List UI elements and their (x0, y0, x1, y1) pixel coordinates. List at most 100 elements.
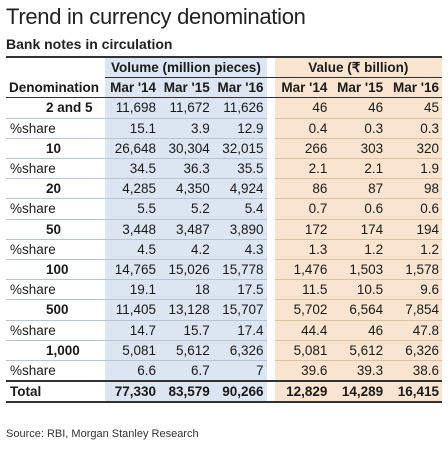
value-cell: 46 (274, 97, 331, 119)
row-label: %share (6, 320, 106, 341)
volume-cell: 26,648 (105, 138, 160, 160)
volume-cell: 7 (212, 360, 267, 382)
value-cell: 320 (386, 138, 442, 160)
volume-cell: 14,765 (105, 259, 160, 281)
volume-col-header: Mar '15 (159, 77, 213, 99)
value-cell: 1,503 (330, 259, 387, 281)
value-cell: 38.6 (386, 360, 442, 382)
value-cell: 39.3 (330, 360, 387, 382)
volume-cell: 17.4 (212, 320, 267, 341)
value-cell: 12,829 (274, 380, 331, 404)
table-body: 2 and 5 11,698 11,672 11,626 46 46 45 %share 15.… (6, 97, 442, 404)
value-cell: 0.7 (274, 198, 331, 220)
value-cell: 303 (330, 138, 387, 160)
value-cell: 194 (386, 219, 442, 240)
denomination-row: 500 11,405 13,128 15,707 5,702 6,564 7,854 (6, 299, 442, 321)
volume-cell: 14.7 (105, 320, 160, 341)
volume-cell: 19.1 (105, 279, 160, 301)
volume-cell: 36.3 (159, 158, 213, 180)
volume-cell: 6,326 (212, 340, 267, 362)
row-label: %share (6, 118, 106, 139)
volume-cell: 11,405 (105, 299, 160, 321)
value-cell: 9.6 (386, 279, 442, 301)
chart-title: Trend in currency denomination (6, 4, 306, 29)
value-col-header: Mar '16 (386, 77, 442, 99)
denomination-table: Volume (million pieces) Value (₹ billion… (6, 56, 442, 404)
value-cell: 0.6 (330, 198, 387, 220)
value-cell: 1.2 (330, 239, 387, 261)
share-row: %share 19.1 18 17.5 11.5 10.5 9.6 (6, 279, 442, 301)
group-header-row: Volume (million pieces) Value (₹ billion… (6, 56, 442, 79)
volume-cell: 3,487 (159, 219, 213, 240)
volume-cell: 4.2 (159, 239, 213, 261)
volume-cell: 15,778 (212, 259, 267, 281)
value-cell: 1.2 (386, 239, 442, 261)
value-cell: 266 (274, 138, 331, 160)
denomination-row: 20 4,285 4,350 4,924 86 87 98 (6, 178, 442, 200)
share-row: %share 15.1 3.9 12.9 0.4 0.3 0.3 (6, 118, 442, 139)
volume-cell: 18 (159, 279, 213, 301)
volume-cell: 32,015 (212, 138, 267, 160)
volume-cell: 4.5 (105, 239, 160, 261)
corner-cell (6, 56, 106, 78)
value-group-header: Value (₹ billion) (274, 56, 442, 79)
volume-col-header: Mar '16 (212, 77, 267, 99)
volume-cell: 83,579 (159, 380, 213, 404)
row-label: 500 (6, 299, 106, 321)
value-cell: 47.8 (386, 320, 442, 341)
volume-cell: 11,626 (212, 97, 267, 119)
volume-cell: 5,612 (159, 340, 213, 362)
volume-cell: 5.4 (212, 198, 267, 220)
row-label: 20 (6, 178, 106, 200)
row-label: 50 (6, 219, 106, 240)
volume-cell: 15,026 (159, 259, 213, 281)
volume-cell: 6.6 (105, 360, 160, 382)
volume-cell: 5,081 (105, 340, 160, 362)
share-row: %share 14.7 15.7 17.4 44.4 46 47.8 (6, 320, 442, 341)
chart-subtitle: Bank notes in circulation (6, 36, 173, 52)
volume-col-header: Mar '14 (105, 77, 160, 99)
source-note: Source: RBI, Morgan Stanley Research (6, 428, 199, 440)
value-col-header: Mar '14 (274, 77, 331, 99)
value-cell: 0.4 (274, 118, 331, 139)
row-label: %share (6, 279, 106, 301)
row-label: Total (6, 380, 106, 404)
value-cell: 16,415 (386, 380, 442, 404)
value-cell: 39.6 (274, 360, 331, 382)
value-cell: 87 (330, 178, 387, 200)
value-cell: 10.5 (330, 279, 387, 301)
value-cell: 1,476 (274, 259, 331, 281)
value-cell: 6,326 (386, 340, 442, 362)
share-row: %share 4.5 4.2 4.3 1.3 1.2 1.2 (6, 239, 442, 261)
volume-group-header: Volume (million pieces) (105, 56, 267, 79)
value-cell: 86 (274, 178, 331, 200)
row-label: %share (6, 239, 106, 261)
row-label: %share (6, 360, 106, 382)
value-cell: 174 (330, 219, 387, 240)
value-cell: 11.5 (274, 279, 331, 301)
value-cell: 5,612 (330, 340, 387, 362)
volume-cell: 11,698 (105, 97, 160, 119)
volume-cell: 4,285 (105, 178, 160, 200)
volume-cell: 17.5 (212, 279, 267, 301)
volume-cell: 15,707 (212, 299, 267, 321)
volume-cell: 12.9 (212, 118, 267, 139)
share-row: %share 5.5 5.2 5.4 0.7 0.6 0.6 (6, 198, 442, 220)
total-row: Total 77,330 83,579 90,266 12,829 14,289 16,41… (6, 380, 442, 404)
value-cell: 6,564 (330, 299, 387, 321)
value-cell: 0.6 (386, 198, 442, 220)
denomination-row: 50 3,448 3,487 3,890 172 174 194 (6, 219, 442, 240)
value-cell: 44.4 (274, 320, 331, 341)
value-cell: 7,854 (386, 299, 442, 321)
volume-cell: 30,304 (159, 138, 213, 160)
row-label: 2 and 5 (6, 97, 106, 119)
denomination-row: 2 and 5 11,698 11,672 11,626 46 46 45 (6, 97, 442, 119)
volume-cell: 11,672 (159, 97, 213, 119)
share-row: %share 34.5 36.3 35.5 2.1 2.1 1.9 (6, 158, 442, 180)
row-label: %share (6, 158, 106, 180)
volume-cell: 5.5 (105, 198, 160, 220)
volume-cell: 15.7 (159, 320, 213, 341)
volume-cell: 34.5 (105, 158, 160, 180)
volume-cell: 3.9 (159, 118, 213, 139)
value-cell: 1.3 (274, 239, 331, 261)
